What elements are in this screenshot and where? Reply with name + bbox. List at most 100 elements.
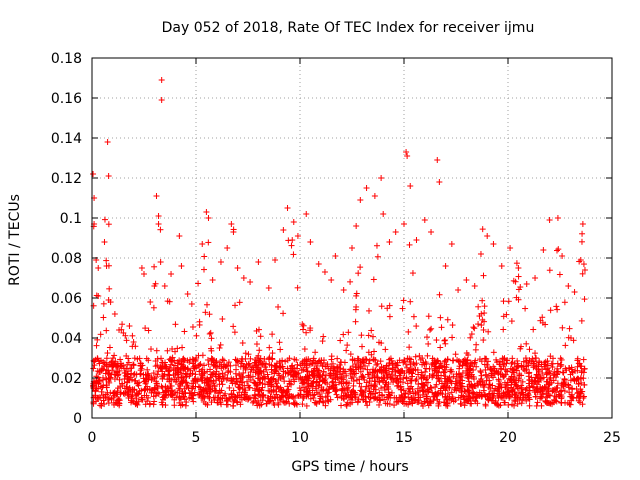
data-point-cloud [505, 298, 512, 305]
data-point-cloud [226, 384, 233, 391]
data-point [455, 287, 462, 293]
data-point-cloud [485, 328, 492, 335]
data-point-cloud [407, 298, 414, 305]
data-point-cloud [532, 350, 539, 357]
data-point-cloud [174, 345, 181, 352]
data-point-cloud [290, 251, 297, 258]
data-point-cloud [369, 333, 376, 340]
data-point-cloud [480, 272, 487, 279]
data-point [413, 237, 420, 243]
data-point-cloud [344, 342, 351, 349]
data-point-cloud [322, 394, 329, 401]
x-tick-label: 0 [88, 430, 97, 446]
data-point-cloud [505, 401, 512, 408]
data-point [90, 171, 97, 177]
data-point-cloud [93, 342, 100, 349]
data-point-cloud [216, 344, 223, 351]
data-point-cloud [237, 363, 244, 370]
data-point-cloud [547, 392, 554, 399]
data-point-cloud [307, 395, 314, 402]
data-point-cloud [100, 314, 107, 321]
data-point [303, 211, 310, 217]
data-point-cloud [546, 267, 553, 274]
data-point-cloud [558, 399, 565, 406]
data-point-cloud [352, 318, 359, 325]
data-point-cloud [355, 270, 362, 277]
data-point-cloud [190, 398, 197, 405]
data-point-cloud [557, 361, 564, 368]
data-point-cloud [219, 315, 226, 322]
data-point-cloud [468, 331, 475, 338]
y-tick-label: 0.16 [51, 91, 82, 107]
data-point-cloud [300, 322, 307, 329]
data-point-cloud [103, 257, 110, 264]
data-point [158, 77, 165, 83]
data-point [104, 139, 111, 145]
data-point-cloud [526, 346, 533, 353]
data-point-cloud [202, 309, 209, 316]
data-point-cloud [481, 310, 488, 317]
data-point-cloud [522, 305, 529, 312]
data-point-cloud [376, 401, 383, 408]
data-point-cloud [256, 347, 263, 354]
data-point [484, 233, 491, 239]
data-point-cloud [406, 344, 413, 351]
data-point [161, 283, 168, 289]
y-tick-label: 0.1 [60, 211, 82, 227]
data-point-cloud [106, 285, 113, 292]
data-point-cloud [130, 387, 137, 394]
data-point [498, 263, 505, 269]
data-point-cloud [204, 356, 211, 363]
y-tick-label: 0.02 [51, 371, 82, 387]
data-point-cloud [550, 399, 557, 406]
data-point [340, 287, 347, 293]
data-point-cloud [374, 360, 381, 367]
data-point-cloud [559, 324, 566, 331]
data-point-cloud [420, 388, 427, 395]
data-point-cloud [359, 343, 366, 350]
data-point-cloud [508, 318, 515, 325]
data-point-cloud [518, 400, 525, 407]
data-point-cloud [576, 258, 583, 265]
data-point-cloud [166, 372, 173, 379]
data-point [105, 173, 112, 179]
data-point-cloud [207, 329, 214, 336]
data-point-cloud [368, 327, 375, 334]
data-point-cloud [406, 389, 413, 396]
data-point-cloud [107, 299, 114, 306]
data-point-cloud [193, 332, 200, 339]
data-point-cloud [399, 305, 406, 312]
data-point-cloud [232, 302, 239, 309]
data-point-cloud [554, 247, 561, 254]
data-point-cloud [390, 365, 397, 372]
data-point [554, 215, 561, 221]
data-point-cloud [286, 355, 293, 362]
data-point-cloud [551, 371, 558, 378]
data-point [184, 291, 191, 297]
data-point-cloud [374, 374, 381, 381]
data-point-cloud [294, 284, 301, 291]
data-point-cloud [405, 328, 412, 335]
data-point [95, 293, 102, 299]
data-point-cloud [448, 368, 455, 375]
data-point-cloud [578, 238, 585, 245]
data-point-cloud [332, 387, 339, 394]
data-point [559, 253, 566, 259]
data-point-cloud [117, 356, 124, 363]
data-point-cloud [322, 402, 329, 409]
data-point-cloud [481, 361, 488, 368]
data-point [294, 233, 301, 239]
data-point [315, 261, 322, 267]
data-point-cloud [523, 340, 530, 347]
y-tick-label: 0.12 [51, 171, 82, 187]
data-point [404, 153, 411, 159]
data-point-cloud [94, 374, 101, 381]
data-layer [90, 77, 588, 409]
data-point-cloud [478, 372, 485, 379]
data-point-cloud [245, 382, 252, 389]
data-point-cloud [442, 340, 449, 347]
data-point-cloud [496, 361, 503, 368]
data-point-cloud [206, 311, 213, 318]
data-point-cloud [230, 226, 237, 233]
data-point [515, 265, 522, 271]
